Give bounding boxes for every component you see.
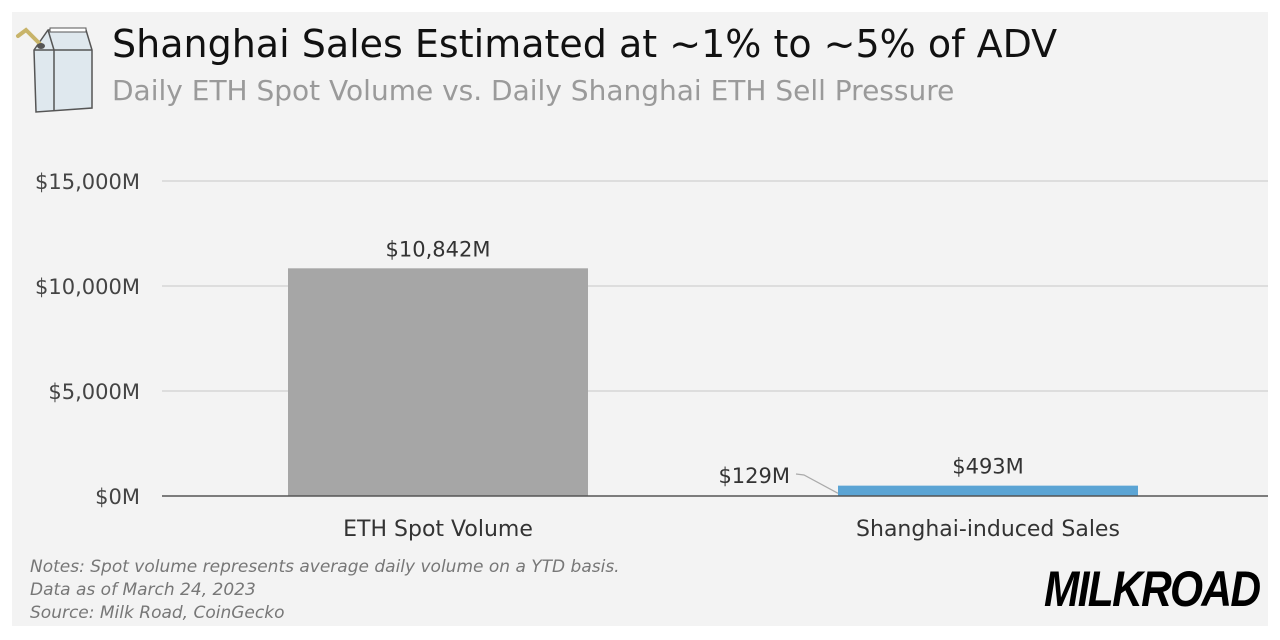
note-line: Notes: Spot volume represents average da…	[30, 557, 620, 577]
y-tick-label: $15,000M	[35, 170, 140, 194]
y-tick-label: $10,000M	[35, 275, 140, 299]
chart-panel	[12, 12, 1268, 626]
bar	[838, 485, 1138, 496]
note-line: Data as of March 24, 2023	[30, 580, 256, 600]
data-label: $10,842M	[386, 237, 491, 261]
bar	[288, 268, 588, 496]
data-label: $493M	[952, 455, 1024, 479]
x-tick-label: Shanghai-induced Sales	[856, 517, 1120, 542]
y-tick-label: $5,000M	[48, 380, 140, 404]
chart-subtitle: Daily ETH Spot Volume vs. Daily Shanghai…	[112, 74, 955, 107]
x-tick-label: ETH Spot Volume	[343, 517, 533, 542]
source-line: Source: Milk Road, CoinGecko	[30, 603, 285, 623]
notes: Notes: Spot volume represents average da…	[30, 556, 620, 625]
annotation-label: $129M	[718, 464, 790, 488]
milkroad-logo: MILKROAD	[1044, 561, 1261, 617]
milk-carton-icon	[16, 27, 93, 113]
chart-title: Shanghai Sales Estimated at ~1% to ~5% o…	[112, 22, 1058, 66]
annotation-leader	[795, 473, 839, 494]
y-tick-label: $0M	[95, 485, 140, 509]
